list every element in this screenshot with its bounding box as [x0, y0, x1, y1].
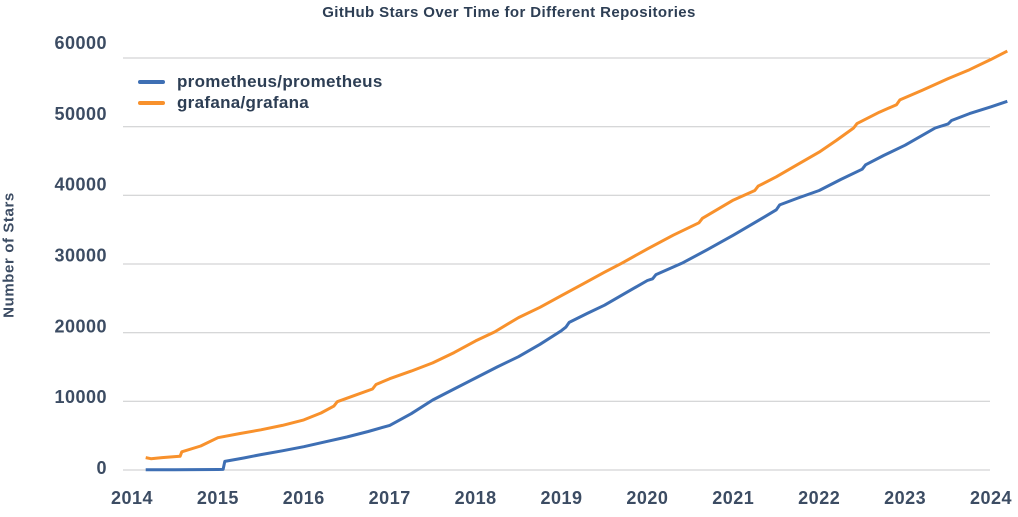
x-tick-label: 2022 — [798, 488, 840, 508]
y-tick-label: 0 — [96, 458, 107, 478]
y-tick-label: 50000 — [54, 104, 107, 124]
x-tick-label: 2018 — [455, 488, 497, 508]
x-tick-label: 2016 — [283, 488, 325, 508]
x-tick-label: 2023 — [884, 488, 926, 508]
x-tick-label: 2020 — [626, 488, 668, 508]
chart-title: GitHub Stars Over Time for Different Rep… — [322, 4, 696, 21]
y-tick-label: 30000 — [54, 246, 107, 266]
y-tick-label: 10000 — [54, 387, 107, 407]
x-tick-label: 2017 — [369, 488, 411, 508]
legend-label-grafana: grafana/grafana — [177, 92, 310, 112]
legend: prometheus/prometheus grafana/grafana — [138, 71, 383, 113]
legend-row-prometheus: prometheus/prometheus — [138, 71, 383, 92]
x-tick-label: 2024 — [970, 488, 1012, 508]
series-line-grafana — [145, 49, 1008, 461]
series-line-prometheus — [145, 99, 1008, 472]
legend-swatch-prometheus — [138, 79, 165, 84]
x-tick-label: 2019 — [540, 488, 582, 508]
y-tick-label: 40000 — [54, 175, 107, 195]
y-tick-label: 20000 — [54, 316, 107, 336]
legend-row-grafana: grafana/grafana — [138, 92, 383, 113]
y-tick-label: 60000 — [54, 33, 107, 53]
x-tick-label: 2021 — [712, 488, 754, 508]
legend-swatch-grafana — [138, 100, 165, 105]
x-tick-label: 2014 — [111, 488, 153, 508]
x-tick-label: 2015 — [197, 488, 239, 508]
legend-label-prometheus: prometheus/prometheus — [177, 71, 383, 91]
